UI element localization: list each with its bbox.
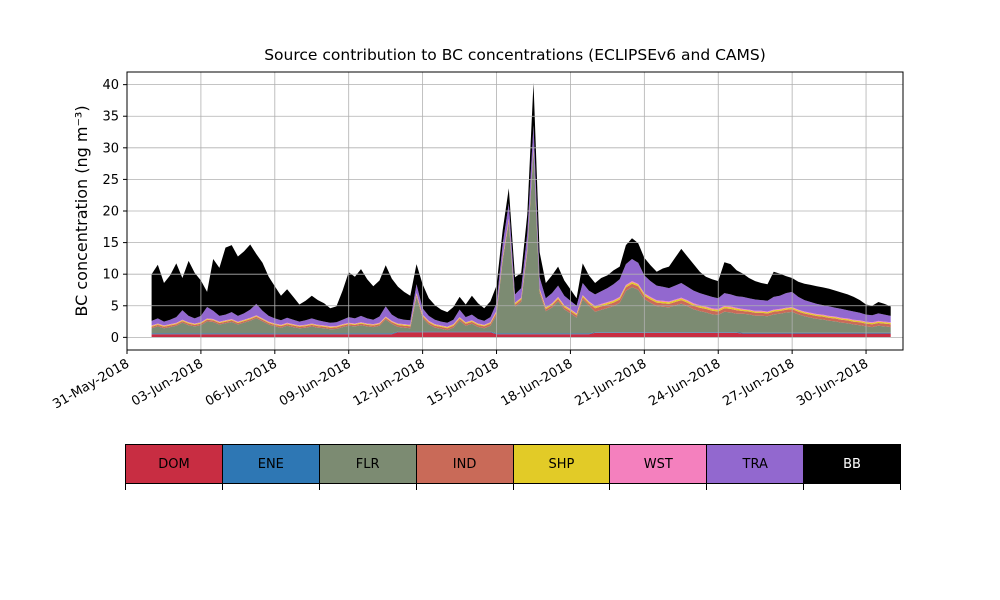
area-dom: [151, 332, 891, 338]
y-tick-label: 0: [111, 331, 119, 346]
y-tick-label: 15: [102, 236, 119, 251]
legend-table: DOM ENE FLR IND SHP WST TRA BB: [125, 444, 901, 490]
area-bb: [151, 82, 891, 323]
gridlines: [126, 72, 903, 350]
legend-subcell-flr: [318, 484, 417, 490]
area-tra: [151, 125, 891, 327]
x-tick-label: 18-Jun-2018: [499, 356, 576, 409]
x-tick-label: 03-Jun-2018: [129, 356, 206, 409]
chart-title: Source contribution to BC concentrations…: [264, 46, 766, 64]
legend-cell-wst: WST: [609, 444, 708, 484]
x-tick-label: 31-May-2018: [50, 356, 132, 412]
x-tick-label: 06-Jun-2018: [203, 356, 280, 409]
legend-subrow: [125, 484, 901, 490]
legend-subcell-bb: [803, 484, 901, 490]
x-tick-label: 27-Jun-2018: [720, 356, 797, 409]
legend-cell-bb: BB: [803, 444, 901, 484]
x-tick-label: 21-Jun-2018: [573, 356, 650, 409]
y-tick-label: 30: [102, 141, 119, 156]
x-tick-label: 24-Jun-2018: [646, 356, 723, 409]
legend-subcell-ene: [221, 484, 320, 490]
x-tick-label: 09-Jun-2018: [277, 356, 354, 409]
legend-cell-flr: FLR: [318, 444, 417, 484]
legend-row: DOM ENE FLR IND SHP WST TRA BB: [125, 444, 901, 484]
bc-stacked-area-chart: 31-May-201803-Jun-201806-Jun-201809-Jun-…: [50, 71, 904, 412]
legend-cell-shp: SHP: [512, 444, 611, 484]
legend-subcell-wst: [609, 484, 708, 490]
legend-subcell-ind: [415, 484, 514, 490]
y-tick-label: 10: [102, 268, 119, 283]
x-tick-label: 12-Jun-2018: [351, 356, 428, 409]
legend-cell-tra: TRA: [706, 444, 805, 484]
legend-subcell-shp: [512, 484, 611, 490]
x-tick-label: 15-Jun-2018: [425, 356, 502, 409]
y-tick-labels: 0 5 10 15 20 25 30 35 40: [102, 78, 119, 346]
legend-cell-ene: ENE: [221, 444, 320, 484]
tick-marks: [123, 84, 867, 354]
y-tick-label: 40: [102, 78, 119, 93]
legend-cell-dom: DOM: [125, 444, 223, 484]
y-tick-label: 20: [102, 205, 119, 220]
y-tick-label: 5: [111, 299, 119, 314]
x-tick-label: 30-Jun-2018: [794, 356, 871, 409]
legend-cell-ind: IND: [415, 444, 514, 484]
legend-subcell-dom: [125, 484, 223, 490]
legend-subcell-tra: [706, 484, 805, 490]
y-tick-label: 35: [102, 110, 119, 125]
y-tick-label: 25: [102, 173, 119, 188]
area-ene: [151, 331, 891, 335]
x-tick-labels: 31-May-201803-Jun-201806-Jun-201809-Jun-…: [50, 356, 871, 412]
